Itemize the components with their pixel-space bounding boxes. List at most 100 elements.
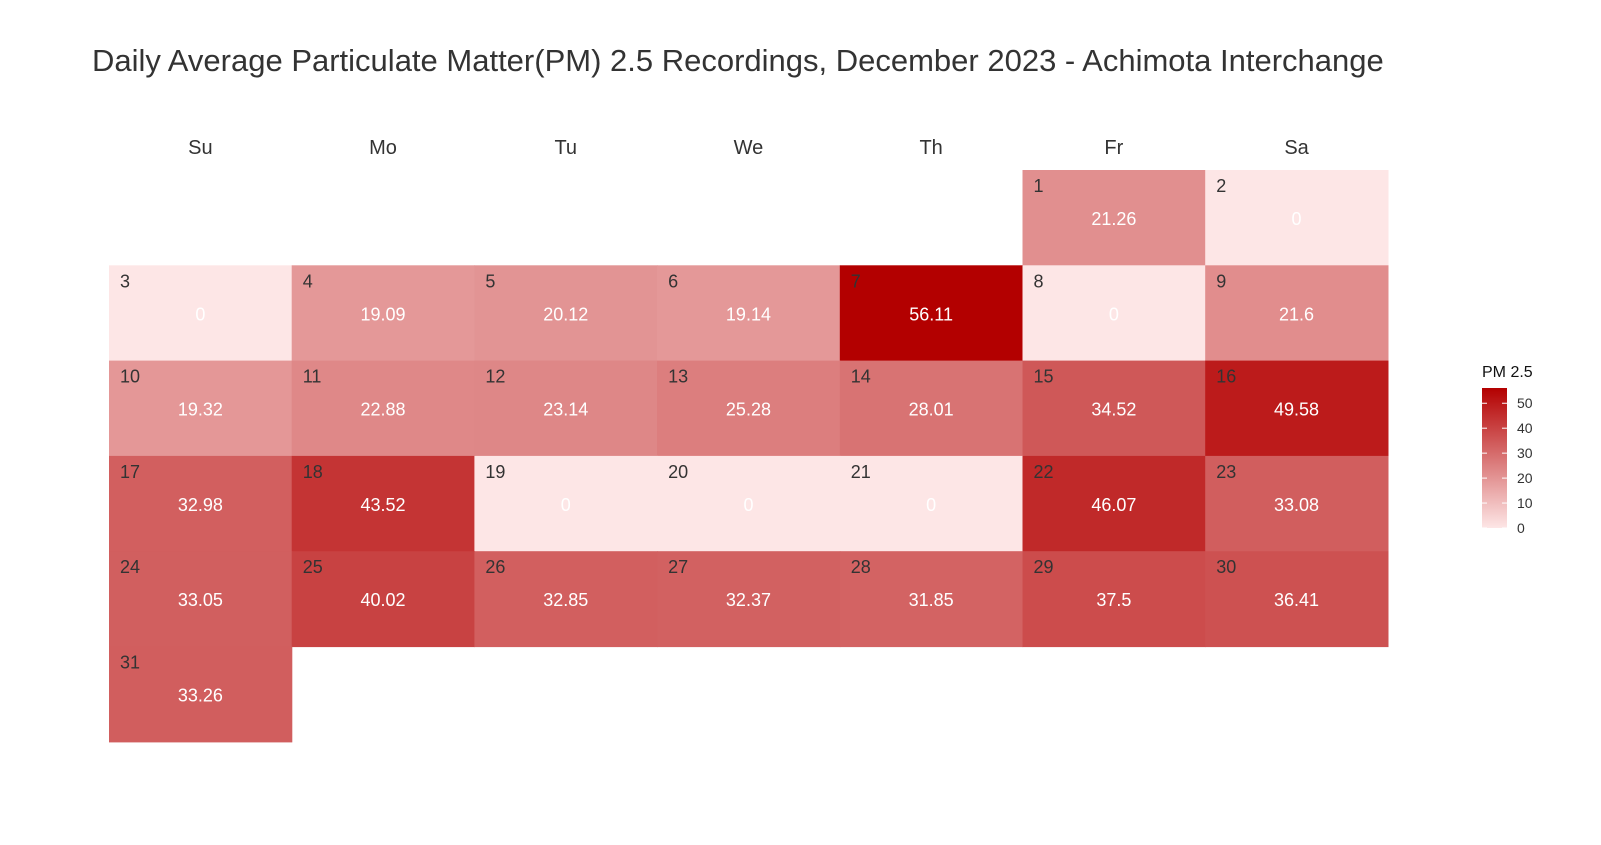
- calendar-day-cell: 16 49.58: [1205, 360, 1389, 457]
- day-number: 14: [851, 367, 871, 387]
- calendar-day-cell: 14 28.01: [839, 360, 1024, 457]
- calendar-day-cell: 31 33.26: [109, 646, 293, 743]
- weekday-label-tu: Tu: [554, 137, 577, 159]
- day-tile: [657, 551, 841, 648]
- day-value-label: 19.14: [726, 304, 771, 324]
- day-value-label: 19.32: [178, 400, 223, 420]
- legend-tick-label: 10: [1517, 495, 1533, 511]
- day-tile: [657, 265, 841, 362]
- day-number: 21: [851, 462, 871, 482]
- day-number: 23: [1216, 462, 1236, 482]
- day-number: 6: [668, 271, 678, 291]
- calendar-day-cell: 30: [109, 265, 293, 362]
- day-value-label: 34.52: [1091, 400, 1136, 420]
- day-value-label: 33.26: [178, 686, 223, 706]
- day-number: 16: [1216, 367, 1236, 387]
- calendar-day-cell: 756.11: [839, 265, 1024, 362]
- calendar-day-cell: 25 40.02: [291, 551, 475, 648]
- calendar-day-cell: 419.09: [291, 265, 475, 362]
- calendar-day-cell: 21 0: [839, 455, 1024, 552]
- day-number: 18: [303, 462, 323, 482]
- day-tile: [1205, 265, 1389, 362]
- chart-title: Daily Average Particulate Matter(PM) 2.5…: [92, 43, 1384, 78]
- calendar-day-cell: 20 0: [657, 455, 841, 552]
- calendar-day-cell: 80: [1022, 265, 1206, 362]
- day-number: 27: [668, 557, 688, 577]
- calendar-day-cell: 121.26: [1022, 170, 1206, 266]
- calendar-day-cell: 15 34.52: [1022, 360, 1206, 457]
- day-tile: [474, 455, 658, 552]
- day-number: 24: [120, 557, 140, 577]
- day-value-label: 0: [1109, 304, 1119, 324]
- day-tile: [474, 265, 658, 362]
- day-number: 12: [485, 367, 505, 387]
- day-number: 30: [1216, 557, 1236, 577]
- day-value-label: 56.11: [909, 304, 953, 324]
- day-value-label: 21.6: [1279, 304, 1314, 324]
- day-number: 10: [120, 367, 140, 387]
- day-number: 2: [1216, 176, 1226, 196]
- day-value-label: 32.85: [543, 590, 588, 610]
- calendar-day-cell: 23 33.08: [1205, 455, 1389, 552]
- day-value-label: 33.08: [1274, 495, 1319, 515]
- legend-color-bar: [1482, 388, 1507, 528]
- day-value-label: 0: [743, 495, 753, 515]
- day-value-label: 20.12: [543, 304, 588, 324]
- day-number: 15: [1034, 367, 1054, 387]
- day-value-label: 21.26: [1091, 209, 1136, 229]
- calendar-day-cell: 12 23.14: [474, 360, 658, 457]
- day-tile: [109, 551, 293, 648]
- day-value-label: 0: [1292, 209, 1302, 229]
- day-tile: [1022, 170, 1206, 266]
- calendar-day-cell: 20: [1205, 170, 1389, 266]
- day-value-label: 33.05: [178, 590, 223, 610]
- calendar-day-cell: 11 22.88: [291, 360, 475, 457]
- day-tile: [474, 551, 658, 648]
- day-value-label: 40.02: [361, 590, 406, 610]
- calendar-day-cell: 26 32.85: [474, 551, 658, 648]
- day-number: 11: [303, 367, 322, 387]
- calendar-cells: 121.262030419.09520.12619.14756.1180921.…: [109, 170, 1389, 743]
- day-tile: [839, 551, 1024, 648]
- day-tile: [1205, 360, 1389, 457]
- day-value-label: 0: [561, 495, 571, 515]
- weekday-label-su: Su: [188, 137, 212, 159]
- legend-ticks: 0 10 20 30 40 50: [1482, 395, 1533, 536]
- calendar-day-cell: 29 37.5: [1022, 551, 1206, 648]
- day-number: 20: [668, 462, 688, 482]
- day-tile: [474, 360, 658, 457]
- day-value-label: 36.41: [1274, 590, 1319, 610]
- day-value-label: 32.98: [178, 495, 223, 515]
- day-value-label: 32.37: [726, 590, 771, 610]
- day-number: 7: [851, 271, 861, 291]
- day-tile: [1205, 170, 1389, 266]
- calendar-day-cell: 19 0: [474, 455, 658, 552]
- legend-tick-label: 20: [1517, 470, 1533, 486]
- day-number: 3: [120, 271, 130, 291]
- weekday-label-sa: Sa: [1284, 137, 1309, 159]
- day-tile: [291, 265, 475, 362]
- calendar-day-cell: 10 19.32: [109, 360, 293, 457]
- day-value-label: 0: [195, 304, 205, 324]
- day-value-label: 23.14: [543, 400, 588, 420]
- day-tile: [1205, 551, 1389, 648]
- legend-tick-label: 40: [1517, 420, 1533, 436]
- day-number: 26: [485, 557, 505, 577]
- day-number: 17: [120, 462, 140, 482]
- day-tile: [291, 551, 475, 648]
- day-tile: [291, 455, 475, 552]
- day-tile: [839, 360, 1024, 457]
- day-tile: [1205, 455, 1389, 552]
- day-tile: [109, 646, 293, 743]
- day-tile: [109, 455, 293, 552]
- weekday-label-fr: Fr: [1104, 137, 1123, 159]
- day-value-label: 31.85: [909, 590, 954, 610]
- day-value-label: 37.5: [1096, 590, 1131, 610]
- day-number: 1: [1034, 176, 1044, 196]
- day-number: 29: [1034, 557, 1054, 577]
- calendar-day-cell: 30 36.41: [1205, 551, 1389, 648]
- calendar-day-cell: 24 33.05: [109, 551, 293, 648]
- day-number: 19: [485, 462, 505, 482]
- day-tile: [839, 455, 1024, 552]
